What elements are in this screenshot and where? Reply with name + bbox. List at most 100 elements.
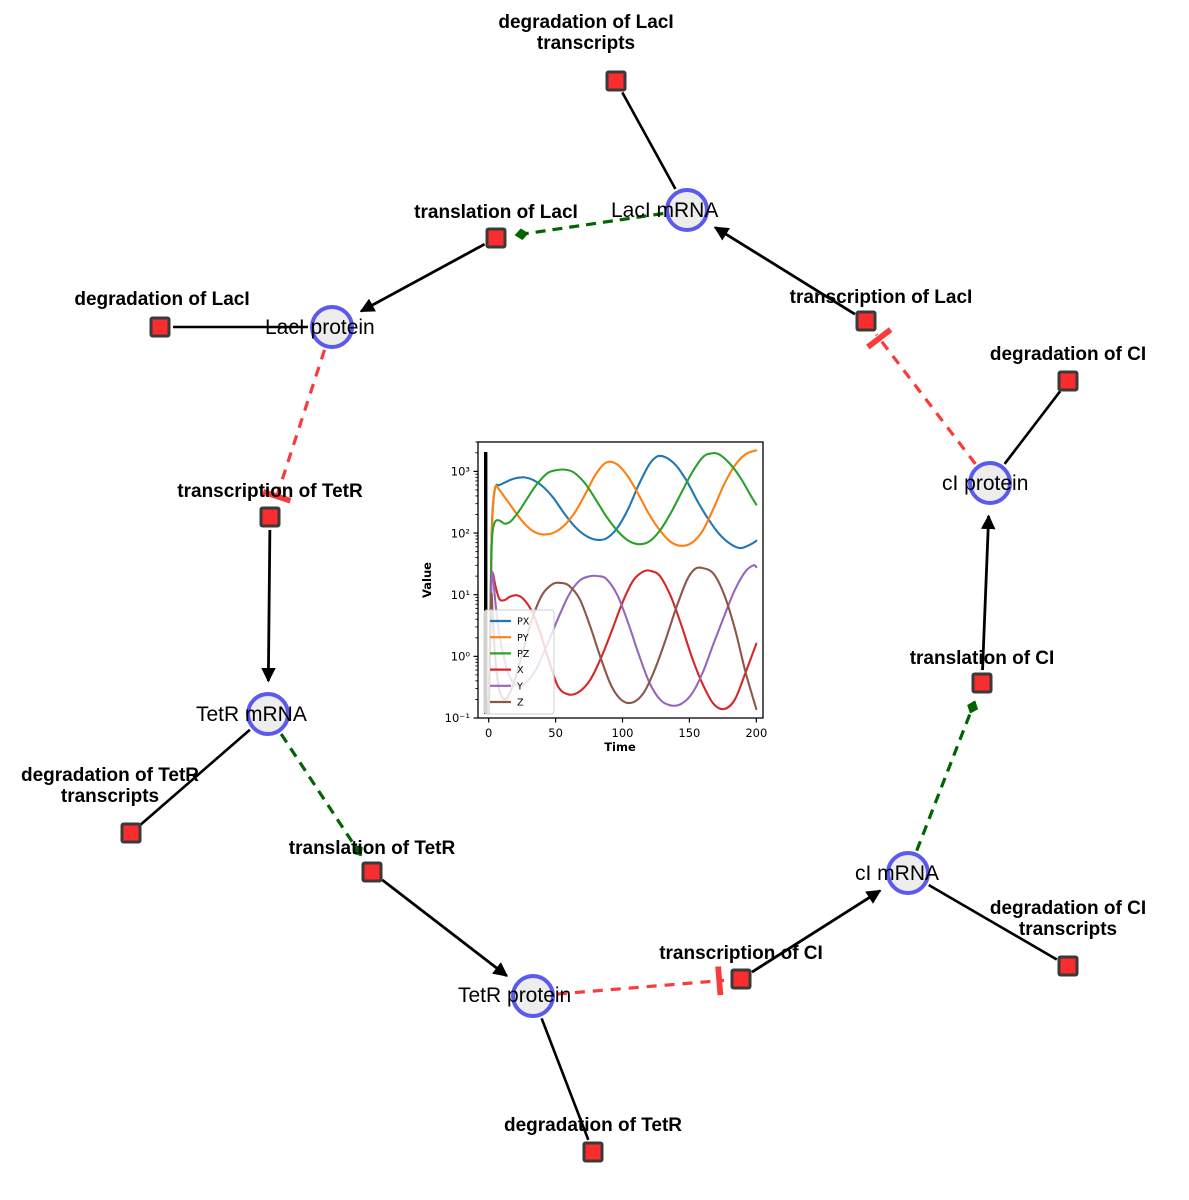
reaction-node-tl-lacI[interactable]: [485, 227, 507, 249]
legend-label-Z: Z: [517, 698, 524, 709]
legend-label-PY: PY: [517, 633, 529, 644]
edge-cI-mrna-to-tl-CI: [915, 700, 979, 852]
species-node-lacI-prot[interactable]: [310, 305, 354, 349]
reaction-node-tx-lacI[interactable]: [855, 310, 877, 332]
reaction-label-tx-CI: transcription of CI: [659, 943, 823, 964]
label-line: degradation of TetR: [20, 765, 200, 786]
chart-legend: PX PY PZ XYZ: [483, 609, 555, 715]
reaction-node-deg-CI[interactable]: [1057, 370, 1079, 392]
chart-y-axis-label: Value: [420, 562, 434, 598]
reaction-label-deg-tetR-tx: degradation of TetR transcripts: [21, 765, 199, 808]
simulation-inset-chart: 0 50 100 150 200 10⁻¹ 10⁰ 10¹ 10² 10³ PX PY PZ X Y Z T…: [416, 436, 768, 756]
x-tick-label: 0: [485, 726, 492, 740]
chart-tick-labels: 0 50 100 150 200 10⁻¹ 10⁰ 10¹ 10² 10³: [445, 465, 768, 740]
label-line: degradation of TetR: [503, 1115, 683, 1136]
x-tick-label: 100: [612, 726, 634, 740]
reaction-label-tx-tetR: transcription of TetR: [177, 481, 362, 502]
label-line: transcription of CI: [659, 943, 823, 964]
reaction-label-deg-CI-tx: degradation of CI transcripts: [990, 898, 1146, 941]
label-line: transcription of TetR: [177, 481, 363, 502]
legend-box: [483, 609, 555, 715]
edge-cI-prot-to-deg-CI: [1003, 390, 1062, 465]
species-label-lacI-prot: LacI protein: [265, 316, 375, 339]
label-line: degradation of CI: [989, 344, 1147, 365]
label-line: transcripts: [1018, 919, 1118, 941]
edge-tetR-mrna-to-deg-tetR-tx: [139, 728, 251, 826]
reaction-node-deg-tetR-tx[interactable]: [120, 822, 142, 844]
series-line-X: [487, 569, 758, 715]
x-tick-label: 50: [548, 726, 563, 740]
edge-lacI-mrna-to-deg-lacI-tx: [621, 91, 677, 190]
reaction-label-tl-CI: translation of CI: [910, 648, 1055, 669]
edge-lacI-mrna-to-tl-lacI: [514, 211, 664, 241]
chart-ticks: [473, 441, 757, 723]
reaction-label-deg-CI: degradation of CI: [990, 344, 1146, 365]
reaction-node-tl-tetR[interactable]: [361, 861, 383, 883]
species-node-tetR-mrna[interactable]: [246, 692, 290, 736]
y-tick-label: 10³: [451, 465, 471, 479]
label-line: transcripts: [60, 786, 160, 808]
reaction-label-deg-tetR: degradation of TetR: [504, 1115, 682, 1136]
species-label-tetR-prot: TetR protein: [458, 984, 572, 1007]
reaction-label-deg-lacI: degradation of LacI: [74, 289, 249, 310]
reaction-node-tx-CI[interactable]: [730, 968, 752, 990]
edges-group: [139, 91, 1062, 1141]
edge-tl-lacI-to-lacI-prot: [359, 242, 486, 313]
reaction-node-deg-tetR[interactable]: [582, 1141, 604, 1163]
reaction-node-deg-CI-tx[interactable]: [1057, 955, 1079, 977]
species-label-lacI-mrna: LacI mRNA: [611, 199, 719, 222]
species-label-tetR-mrna: TetR mRNA: [196, 703, 307, 726]
edge-tx-tetR-to-tetR-mrna: [261, 529, 276, 683]
species-node-cI-prot[interactable]: [968, 461, 1012, 505]
edge-tl-CI-to-cI-prot: [980, 514, 996, 671]
chart-transient-bar: [484, 452, 488, 714]
legend-label-PX: PX: [517, 617, 530, 628]
reaction-label-tl-lacI: translation of LacI: [414, 202, 578, 223]
label-line: degradation of CI: [989, 898, 1147, 919]
reaction-node-tx-tetR[interactable]: [259, 506, 281, 528]
label-line: translation of TetR: [288, 838, 456, 859]
species-node-lacI-mrna[interactable]: [665, 188, 709, 232]
y-tick-label: 10⁰: [451, 650, 471, 664]
chart-x-axis-label: Time: [604, 740, 636, 754]
x-tick-label: 150: [678, 726, 700, 740]
edge-tx-lacI-to-lacI-mrna: [713, 226, 856, 316]
reaction-node-deg-lacI-tx[interactable]: [605, 70, 627, 92]
edge-cI-mrna-to-deg-CI-tx: [928, 883, 1058, 961]
edge-cI-prot-to-tx-lacI: [866, 327, 977, 465]
legend-label-Y: Y: [516, 681, 523, 692]
edge-tx-CI-to-cI-mrna: [751, 889, 882, 974]
label-line: translation of LacI: [414, 202, 578, 223]
series-line-PZ: [487, 452, 758, 715]
label-line: degradation of LacI: [74, 289, 250, 310]
label-line: translation of CI: [909, 648, 1055, 669]
y-tick-label: 10²: [451, 526, 470, 540]
edge-tetR-prot-to-deg-tetR: [540, 1017, 590, 1141]
species-node-tetR-prot[interactable]: [511, 974, 555, 1018]
y-tick-label: 10⁻¹: [445, 711, 470, 725]
edge-tetR-prot-to-tx-CI: [556, 966, 725, 996]
edge-lacI-prot-to-tx-tetR: [262, 349, 327, 504]
x-tick-label: 200: [745, 726, 767, 740]
reaction-node-deg-lacI[interactable]: [149, 316, 171, 338]
edge-tl-tetR-to-tetR-prot: [381, 878, 509, 977]
legend-label-PZ: PZ: [517, 649, 530, 660]
legend-label-X: X: [517, 665, 524, 676]
series-line-PX: [487, 454, 758, 715]
chart-svg: 0 50 100 150 200 10⁻¹ 10⁰ 10¹ 10² 10³ PX PY PZ XYZ T…: [420, 441, 768, 754]
label-line: transcripts: [536, 33, 636, 55]
species-label-cI-mrna: cI mRNA: [855, 862, 939, 885]
species-label-cI-prot: cI protein: [942, 472, 1029, 495]
reaction-node-tl-CI[interactable]: [971, 672, 993, 694]
chart-series-lines: [487, 449, 758, 715]
species-node-cI-mrna[interactable]: [886, 851, 930, 895]
label-line: transcription of LacI: [789, 287, 973, 308]
edge-tetR-mrna-to-tl-tetR: [279, 733, 363, 857]
reaction-label-tl-tetR: translation of TetR: [289, 838, 455, 859]
reaction-label-deg-lacI-tx: degradation of LacI transcripts: [498, 12, 673, 55]
reaction-label-tx-lacI: transcription of LacI: [790, 287, 973, 308]
label-line: degradation of LacI: [498, 12, 674, 33]
y-tick-label: 10¹: [451, 588, 470, 602]
